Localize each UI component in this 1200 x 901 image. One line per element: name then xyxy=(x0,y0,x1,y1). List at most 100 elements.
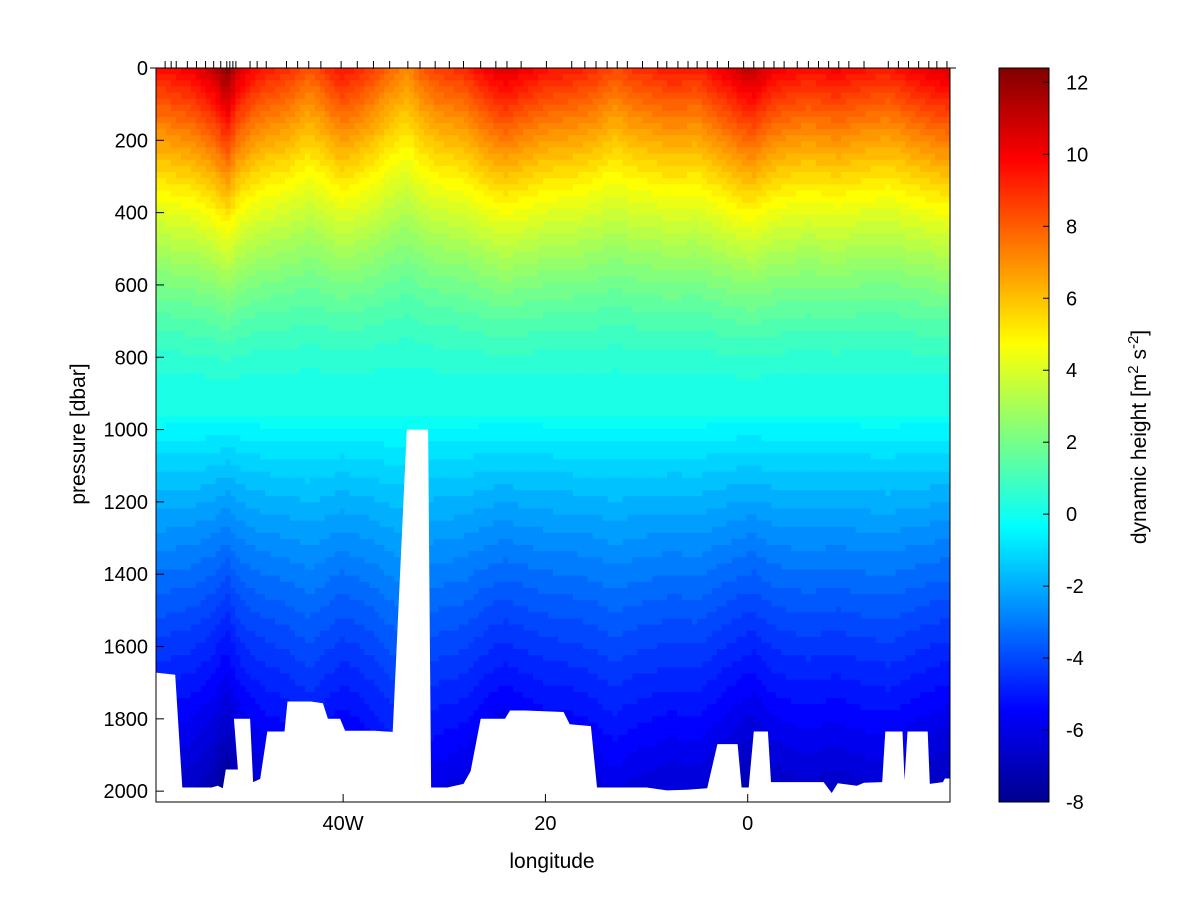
heatmap-cell xyxy=(349,459,356,467)
heatmap-cell xyxy=(190,80,197,87)
heatmap-cell xyxy=(329,196,336,204)
heatmap-cell xyxy=(230,129,236,136)
heatmap-cell xyxy=(354,239,361,246)
heatmap-cell xyxy=(265,514,271,522)
heatmap-cell xyxy=(190,704,197,711)
heatmap-cell xyxy=(185,691,192,699)
heatmap-cell xyxy=(180,685,187,693)
heatmap-cell xyxy=(339,159,346,167)
heatmap-cell xyxy=(319,655,326,662)
heatmap-cell xyxy=(255,532,261,540)
heatmap-cell xyxy=(339,135,346,142)
heatmap-cell xyxy=(210,178,217,185)
heatmap-cell xyxy=(344,587,351,595)
heatmap-cell xyxy=(255,765,261,773)
heatmap-cell xyxy=(314,86,321,94)
heatmap-cell xyxy=(165,471,172,479)
heatmap-cell xyxy=(309,373,316,381)
heatmap-cell xyxy=(270,373,276,381)
heatmap-cell xyxy=(265,667,271,675)
heatmap-cell xyxy=(240,410,246,418)
heatmap-cell xyxy=(210,673,217,681)
heatmap-cell xyxy=(220,416,227,424)
heatmap-cell xyxy=(309,208,316,216)
heatmap-cell xyxy=(215,269,222,277)
heatmap-cell xyxy=(200,214,207,222)
heatmap-cell xyxy=(170,214,177,222)
heatmap-cell xyxy=(275,428,281,436)
heatmap-cell xyxy=(240,386,246,393)
heatmap-cell xyxy=(309,673,316,681)
heatmap-cell xyxy=(289,532,296,540)
heatmap-cell xyxy=(225,257,232,265)
heatmap-cell xyxy=(220,135,227,142)
heatmap-cell xyxy=(235,441,241,448)
heatmap-cell xyxy=(240,379,246,387)
heatmap-cell xyxy=(344,318,351,326)
heatmap-cell xyxy=(344,116,351,124)
heatmap-cell xyxy=(265,196,271,204)
heatmap-cell xyxy=(215,373,222,381)
heatmap-cell xyxy=(314,110,321,118)
heatmap-cell xyxy=(319,184,326,191)
heatmap-cell xyxy=(170,110,177,118)
heatmap-cell xyxy=(235,661,241,669)
heatmap-cell xyxy=(329,526,336,534)
heatmap-cell xyxy=(324,171,331,179)
heatmap-cell xyxy=(170,667,177,675)
heatmap-cell xyxy=(304,294,311,302)
heatmap-cell xyxy=(160,135,167,142)
heatmap-cell xyxy=(230,526,236,534)
heatmap-cell xyxy=(324,92,331,100)
heatmap-cell xyxy=(175,165,182,173)
heatmap-cell xyxy=(160,110,167,118)
heatmap-cell xyxy=(324,104,331,112)
heatmap-cell xyxy=(334,165,341,173)
heatmap-cell xyxy=(265,123,271,130)
heatmap-cell xyxy=(294,557,301,565)
heatmap-cell xyxy=(304,306,311,314)
heatmap-cell xyxy=(299,624,306,632)
heatmap-cell xyxy=(314,520,321,528)
heatmap-cell xyxy=(319,159,326,167)
heatmap-cell xyxy=(255,251,261,259)
heatmap-cell xyxy=(230,86,236,94)
heatmap-cell xyxy=(275,404,281,412)
heatmap-cell xyxy=(185,765,192,773)
heatmap-cell xyxy=(200,746,207,754)
heatmap-cell xyxy=(275,300,281,308)
heatmap-cell xyxy=(285,104,291,112)
heatmap-cell xyxy=(255,594,261,601)
heatmap-cell xyxy=(299,233,306,240)
heatmap-cell xyxy=(245,263,251,271)
heatmap-cell xyxy=(185,331,192,338)
heatmap-cell xyxy=(245,679,251,687)
heatmap-cell xyxy=(245,630,251,638)
heatmap-cell xyxy=(265,587,271,595)
heatmap-cell xyxy=(156,275,162,283)
heatmap-cell xyxy=(304,551,311,558)
heatmap-cell xyxy=(235,704,241,711)
heatmap-cell xyxy=(156,110,162,118)
heatmap-cell xyxy=(299,673,306,681)
heatmap-cell xyxy=(160,337,167,344)
heatmap-cell xyxy=(309,288,316,295)
heatmap-cell xyxy=(285,612,291,620)
heatmap-cell xyxy=(275,594,281,601)
heatmap-cell xyxy=(349,227,356,234)
heatmap-cell xyxy=(275,600,281,607)
heatmap-cell xyxy=(195,496,202,503)
heatmap-cell xyxy=(289,373,296,381)
heatmap-cell xyxy=(354,447,361,454)
heatmap-cell xyxy=(280,123,286,130)
heatmap-cell xyxy=(175,251,182,259)
heatmap-cell xyxy=(265,141,271,149)
heatmap-cell xyxy=(309,355,316,363)
heatmap-cell xyxy=(339,263,346,271)
heatmap-cell xyxy=(349,135,356,142)
heatmap-cell xyxy=(240,141,246,149)
heatmap-cell xyxy=(334,324,341,332)
heatmap-cell xyxy=(250,636,256,644)
heatmap-cell xyxy=(170,288,177,295)
heatmap-cell xyxy=(190,196,197,204)
